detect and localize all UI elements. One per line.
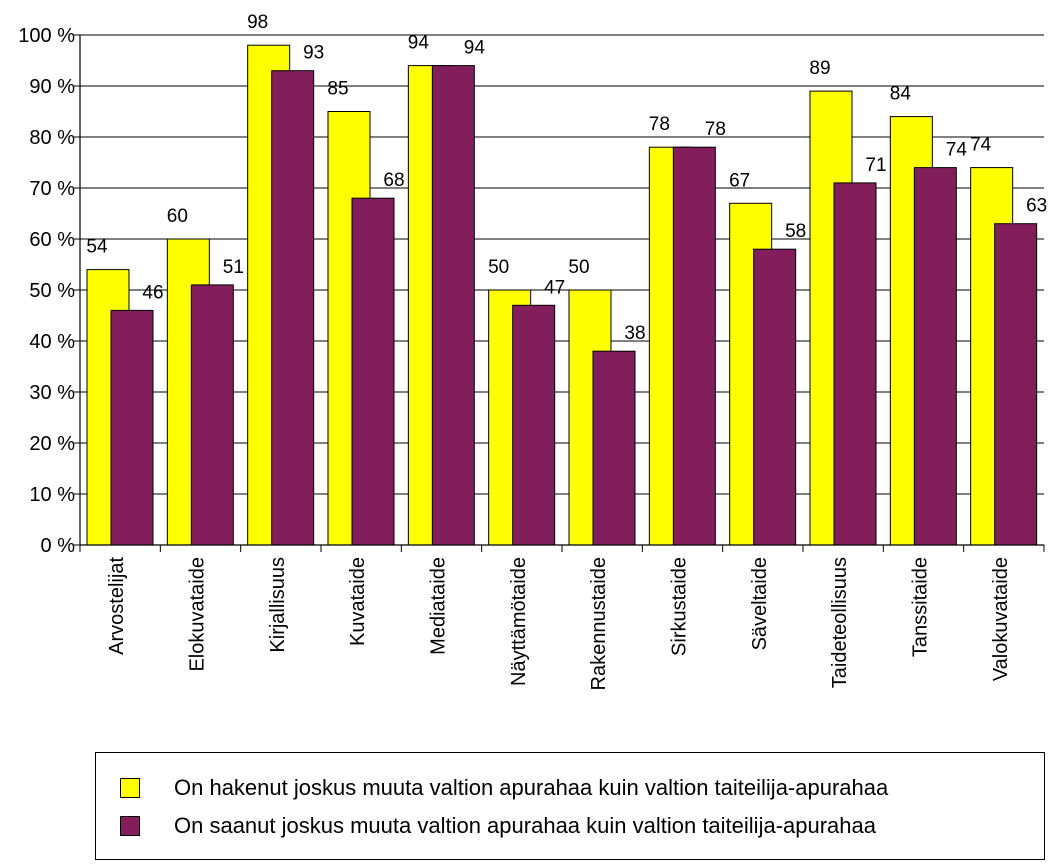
x-tick-label: Kuvataide [347, 557, 369, 646]
legend-swatch-purple [120, 816, 140, 836]
legend-item-haettu: On hakenut joskus muuta valtion apurahaa… [120, 775, 888, 801]
y-tick-label: 30 % [29, 382, 75, 404]
y-tick-label: 70 % [29, 178, 75, 200]
x-tick-label: Sirkustaide [669, 557, 691, 656]
y-tick-label: 40 % [29, 331, 75, 353]
bar-saatu [833, 182, 877, 546]
bar-saatu [110, 309, 154, 546]
y-tick-label: 100 % [18, 25, 75, 47]
y-tick-label: 60 % [29, 229, 75, 251]
bar-saatu [351, 197, 395, 546]
data-label: 94 [464, 38, 486, 59]
x-tick-labels: Arvostelijat Elokuvataide Kirjallisuus Kuva… [106, 557, 1012, 691]
x-tick-label: Tanssitaide [910, 557, 932, 657]
data-label: 47 [544, 277, 565, 298]
bar-saatu [512, 304, 556, 546]
data-label: 54 [86, 237, 108, 258]
y-tick-label: 90 % [29, 76, 75, 98]
axes [79, 35, 1045, 552]
bar-saatu [271, 70, 315, 546]
y-tick-label: 0 % [41, 535, 76, 557]
bar-saatu [994, 223, 1038, 546]
x-tick-label: Näyttämötaide [508, 557, 530, 686]
grid-lines [74, 34, 1044, 546]
x-tick-label: Taideteollisuus [829, 557, 851, 688]
bar-saatu [190, 284, 234, 546]
data-label: 50 [488, 257, 509, 278]
data-label: 50 [568, 257, 589, 278]
bar-saatu [592, 350, 636, 546]
data-label: 68 [383, 170, 404, 191]
data-label: 74 [970, 135, 992, 156]
legend-item-saatu: On saanut joskus muuta valtion apurahaa … [120, 813, 876, 839]
bar-saatu [753, 248, 797, 546]
x-tick-label: Säveltaide [749, 557, 771, 650]
x-tick-label: Rakennustaide [588, 557, 610, 690]
data-label: 58 [785, 221, 806, 242]
data-label: 46 [142, 282, 163, 303]
x-tick-label: Mediataide [428, 557, 450, 655]
data-label: 89 [809, 58, 830, 79]
x-tick-label: Kirjallisuus [267, 557, 289, 653]
data-label: 98 [247, 12, 268, 33]
legend-label: On saanut joskus muuta valtion apurahaa … [174, 813, 876, 838]
bar-saatu [913, 167, 957, 546]
data-label: 84 [890, 84, 912, 105]
data-label: 85 [327, 79, 348, 100]
data-label: 67 [729, 170, 750, 191]
y-tick-label: 10 % [29, 484, 75, 506]
legend-label: On hakenut joskus muuta valtion apurahaa… [174, 775, 889, 800]
bars [86, 44, 1038, 546]
legend: On hakenut joskus muuta valtion apurahaa… [95, 752, 1045, 860]
bar-saatu [672, 146, 716, 546]
data-label: 60 [167, 206, 188, 227]
data-label: 63 [1026, 196, 1047, 217]
data-label: 78 [705, 119, 726, 140]
data-label: 93 [303, 43, 324, 64]
y-tick-labels: 0 % 10 % 20 % 30 % 40 % 50 % 60 % 70 % 80 % 90 % 1… [18, 25, 75, 557]
legend-swatch-yellow [120, 778, 140, 798]
x-tick-label: Valokuvataide [990, 557, 1012, 681]
data-label: 74 [946, 140, 968, 161]
y-tick-label: 50 % [29, 280, 75, 302]
data-label: 71 [865, 155, 886, 176]
bar-chart: 0 % 10 % 20 % 30 % 40 % 50 % 60 % 70 % 80 % 90 % 1… [18, 12, 1047, 691]
x-tick-label: Arvostelijat [106, 557, 128, 655]
data-label: 51 [223, 257, 244, 278]
x-tick-label: Elokuvataide [187, 557, 209, 672]
y-tick-label: 80 % [29, 127, 75, 149]
data-label: 38 [624, 323, 645, 344]
data-label: 78 [649, 114, 670, 135]
bar-saatu [431, 65, 475, 546]
y-tick-label: 20 % [29, 433, 75, 455]
data-label: 94 [408, 33, 430, 54]
